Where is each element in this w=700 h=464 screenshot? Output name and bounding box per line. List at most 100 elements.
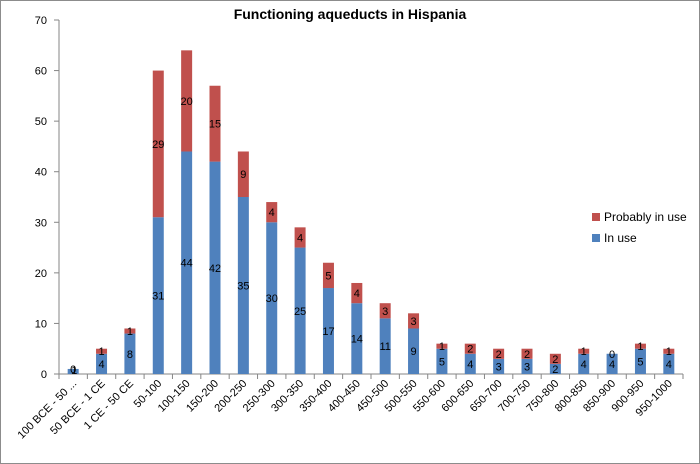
data-label: 35 — [237, 281, 249, 293]
bar-segment — [266, 202, 278, 223]
legend-swatch — [592, 234, 600, 242]
data-label: 4 — [467, 359, 473, 371]
data-label: 11 — [379, 341, 390, 353]
y-tick-label: 10 — [35, 318, 47, 330]
bar-segment — [606, 353, 618, 374]
bar-segment — [549, 363, 561, 374]
bar-segment — [124, 333, 136, 374]
data-label: 29 — [152, 139, 164, 151]
data-label: 3 — [496, 361, 502, 373]
data-label: 25 — [294, 306, 306, 318]
bar-segment — [408, 328, 420, 374]
data-label: 2 — [552, 364, 558, 376]
data-label: 44 — [181, 258, 193, 270]
bar-segment — [493, 358, 505, 374]
y-tick-label: 30 — [35, 217, 47, 229]
legend-label: Probably in use — [604, 210, 687, 224]
bar-segment — [67, 368, 79, 374]
data-labels: 10 41 813129442042153593042541751441139351… — [70, 96, 672, 377]
data-label: 5 — [439, 356, 445, 368]
data-label: 1 — [439, 341, 445, 353]
bar-segment — [266, 222, 278, 374]
bar-segment — [209, 161, 221, 374]
bar-segment — [578, 348, 590, 354]
bar-segment — [294, 247, 306, 374]
data-label: 14 — [351, 334, 363, 346]
data-label: 1 — [666, 346, 672, 358]
data-label: 1 — [127, 326, 133, 338]
bar-segment — [181, 151, 193, 374]
y-tick-label: 70 — [35, 15, 47, 27]
bar-segment — [209, 85, 221, 162]
chart-title: Functioning aqueducts in Hispania — [233, 6, 467, 22]
bar-segment — [663, 353, 675, 374]
data-label: 1 — [98, 346, 104, 358]
data-label: 15 — [209, 119, 221, 131]
bar-segment — [464, 343, 476, 354]
y-tick-label: 60 — [35, 66, 47, 78]
legend-swatch — [592, 213, 600, 221]
data-label: 4 — [297, 232, 303, 244]
bar-segment — [351, 303, 363, 374]
data-label: 2 — [524, 349, 530, 361]
bar-segment — [521, 358, 533, 374]
data-label: 4 — [269, 207, 275, 219]
data-label: 5 — [637, 356, 643, 368]
data-label: 3 — [410, 316, 416, 328]
y-tick-label: 0 — [41, 369, 47, 381]
bars — [67, 50, 675, 374]
data-label: 4 — [98, 359, 104, 371]
bar-segment — [521, 348, 533, 359]
bar-segment — [464, 353, 476, 374]
data-label: 3 — [524, 361, 530, 373]
data-label: 3 — [382, 306, 388, 318]
bar-segment — [634, 348, 646, 374]
bar-segment — [663, 348, 675, 354]
data-label: 1 — [71, 365, 77, 377]
bar-segment — [152, 70, 164, 218]
bar-segment — [237, 151, 249, 197]
bar-segment — [181, 50, 193, 152]
bar-segment — [294, 227, 306, 248]
bar-segment — [436, 343, 448, 349]
data-label: 8 — [127, 349, 133, 361]
data-label: 2 — [467, 344, 473, 356]
data-label: 31 — [152, 291, 164, 303]
legend: Probably in use In use — [592, 210, 687, 245]
data-label: 0 — [70, 364, 76, 376]
bar-segment — [152, 217, 164, 374]
bar-segment — [322, 288, 334, 374]
data-label: 0 — [609, 349, 615, 361]
data-label: 1 — [581, 346, 587, 358]
data-label: 4 — [581, 359, 587, 371]
data-label: 4 — [666, 359, 672, 371]
bar-segment — [96, 353, 108, 374]
data-label: 9 — [240, 169, 246, 181]
bar-segment — [124, 328, 136, 334]
bar-segment — [351, 282, 363, 304]
data-label: 20 — [181, 96, 193, 108]
bar-segment — [322, 262, 334, 289]
data-label: 30 — [266, 293, 278, 305]
data-label: 1 — [637, 341, 643, 353]
y-tick-label: 20 — [35, 268, 47, 280]
data-label: 5 — [325, 270, 331, 282]
bar-segment — [379, 318, 391, 374]
bar-segment — [96, 348, 108, 354]
bar-segment — [408, 313, 420, 329]
data-label: 2 — [496, 349, 502, 361]
bar-segment — [436, 348, 448, 374]
data-label: 17 — [322, 326, 334, 338]
data-label: 4 — [354, 288, 360, 300]
bar-segment — [549, 353, 561, 364]
bar-segment — [237, 197, 249, 374]
legend-label: In use — [604, 231, 637, 245]
y-tick-label: 40 — [35, 167, 47, 179]
data-label: 2 — [552, 354, 558, 366]
data-label: 42 — [209, 263, 221, 275]
bar-segment — [493, 348, 505, 359]
bar-segment — [634, 343, 646, 349]
